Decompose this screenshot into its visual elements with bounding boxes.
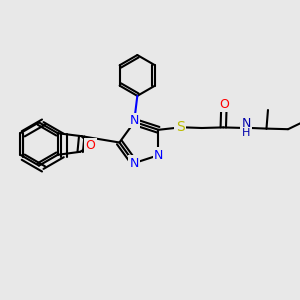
Text: S: S — [176, 120, 184, 134]
Text: N: N — [242, 117, 251, 130]
Text: H: H — [242, 128, 250, 138]
Text: N: N — [130, 114, 139, 127]
Text: N: N — [154, 149, 163, 162]
Text: N: N — [130, 157, 139, 169]
Text: O: O — [86, 139, 95, 152]
Text: O: O — [219, 98, 229, 111]
